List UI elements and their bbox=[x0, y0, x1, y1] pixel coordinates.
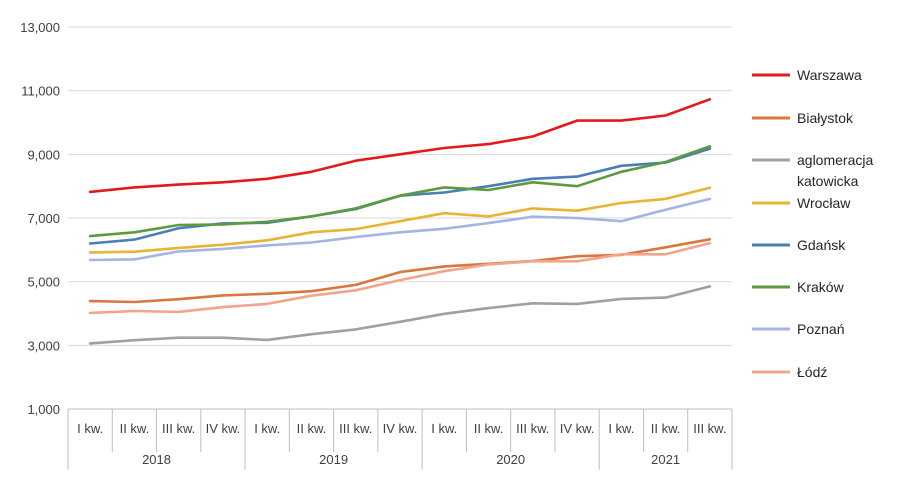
x-tick-label: III kw. bbox=[516, 421, 549, 436]
x-tick-label: III kw. bbox=[162, 421, 195, 436]
y-tick-label: 1,000 bbox=[27, 402, 60, 417]
x-axis: I kw. II kw. III kw. IV kw. I kw. II kw. III k… bbox=[67, 408, 733, 470]
legend-label: Wrocław bbox=[797, 195, 851, 211]
series-line-poznań bbox=[88, 197, 712, 262]
series-line-wrocław bbox=[88, 186, 712, 254]
year-label: 2018 bbox=[142, 452, 171, 467]
x-tick-label: III kw. bbox=[693, 421, 726, 436]
legend-label: Łódź bbox=[797, 364, 827, 380]
x-tick-label: II kw. bbox=[120, 421, 150, 436]
legend-label: katowicka bbox=[797, 173, 859, 189]
x-tick-label: II kw. bbox=[651, 421, 681, 436]
x-tick-label: III kw. bbox=[339, 421, 372, 436]
legend-label: Poznań bbox=[797, 321, 844, 337]
x-tick-label: IV kw. bbox=[560, 421, 595, 436]
year-label: 2019 bbox=[319, 452, 348, 467]
x-tick-label: I kw. bbox=[254, 421, 280, 436]
legend-label: Białystok bbox=[797, 110, 854, 126]
series-line-aglomeracja-katowicka bbox=[88, 285, 712, 345]
x-tick-label: II kw. bbox=[297, 421, 327, 436]
legend-label: Gdańsk bbox=[797, 237, 846, 253]
x-tick-label: I kw. bbox=[608, 421, 634, 436]
legend-label: Kraków bbox=[797, 279, 845, 295]
x-tick-label: IV kw. bbox=[383, 421, 418, 436]
series-lines bbox=[88, 98, 712, 345]
y-tick-label: 13,000 bbox=[20, 20, 60, 35]
x-tick-label: I kw. bbox=[431, 421, 457, 436]
y-tick-label: 7,000 bbox=[27, 211, 60, 226]
legend: Warszawa Białystok aglomeracja katowicka Wro… bbox=[752, 67, 873, 380]
y-tick-label: 5,000 bbox=[27, 275, 60, 290]
y-axis: 1,000 3,000 5,000 7,000 9,000 11,000 13,000 bbox=[20, 20, 60, 417]
y-tick-label: 3,000 bbox=[27, 338, 60, 353]
x-tick-label: IV kw. bbox=[206, 421, 241, 436]
year-label: 2020 bbox=[496, 452, 525, 467]
series-line-łódź bbox=[88, 241, 712, 315]
series-line-kraków bbox=[88, 145, 712, 238]
legend-label: aglomeracja bbox=[797, 152, 873, 168]
y-tick-label: 9,000 bbox=[27, 147, 60, 162]
x-tick-label: I kw. bbox=[77, 421, 103, 436]
year-label: 2021 bbox=[651, 452, 680, 467]
legend-label: Warszawa bbox=[797, 67, 862, 83]
series-line-warszawa bbox=[88, 98, 712, 194]
x-tick-label: II kw. bbox=[474, 421, 504, 436]
y-tick-label: 11,000 bbox=[21, 84, 60, 99]
